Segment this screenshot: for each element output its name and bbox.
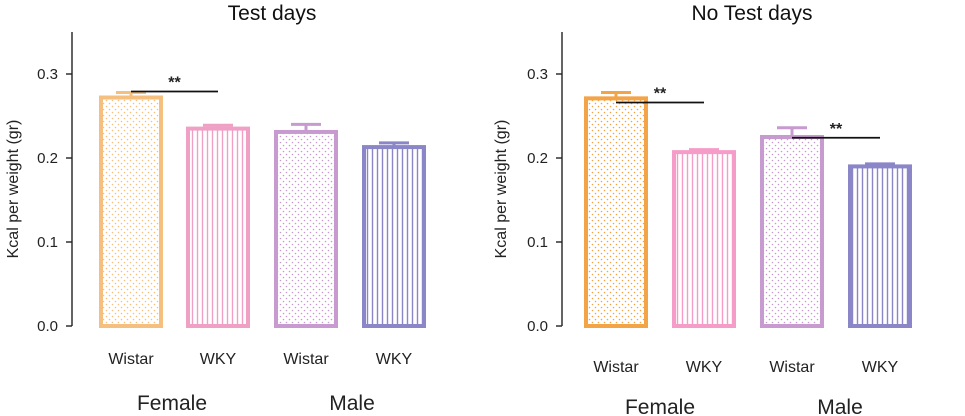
y-tick-label: 0.3 [37, 66, 58, 83]
chart-panel-2: No Test days 0.0 0.1 0.2 0.3 Kcal per weight … [493, 2, 912, 416]
x-category-label: WKY [376, 351, 413, 368]
x-category-label: Wistar [108, 351, 154, 368]
y-tick-label: 0.2 [527, 150, 548, 167]
x-category-label: Wistar [769, 359, 815, 376]
significance-label: ** [654, 85, 667, 102]
bar [274, 129, 338, 328]
x-category-label: Wistar [593, 359, 639, 376]
y-tick-label: 0.1 [527, 234, 548, 251]
chart-panel-1: Test days 0.0 0.1 0.2 0.3 Kcal per weight (gr… [5, 2, 426, 415]
bar [99, 95, 163, 328]
group-label: Male [329, 392, 375, 415]
y-tick-label: 0.2 [37, 150, 58, 167]
chart-title: No Test days [691, 2, 812, 25]
bar [672, 150, 736, 328]
bar [186, 126, 250, 328]
bar [584, 96, 648, 328]
bar [848, 164, 912, 328]
x-category-label: WKY [200, 351, 237, 368]
x-category-label: WKY [686, 359, 723, 376]
chart-title: Test days [228, 2, 317, 25]
y-tick-label: 0.0 [37, 318, 58, 335]
significance-label: ** [830, 121, 843, 138]
y-axis-label: Kcal per weight (gr) [493, 120, 510, 259]
y-tick-label: 0.0 [527, 318, 548, 335]
group-label: Male [817, 396, 863, 416]
significance-label: ** [168, 74, 181, 91]
y-tick-label: 0.1 [37, 234, 58, 251]
bar [362, 145, 426, 328]
x-category-label: WKY [862, 359, 899, 376]
group-label: Female [625, 396, 695, 416]
y-tick-label: 0.3 [527, 66, 548, 83]
x-category-label: Wistar [283, 351, 329, 368]
bar [760, 135, 824, 328]
y-axis-label: Kcal per weight (gr) [5, 120, 22, 259]
group-label: Female [137, 392, 207, 415]
